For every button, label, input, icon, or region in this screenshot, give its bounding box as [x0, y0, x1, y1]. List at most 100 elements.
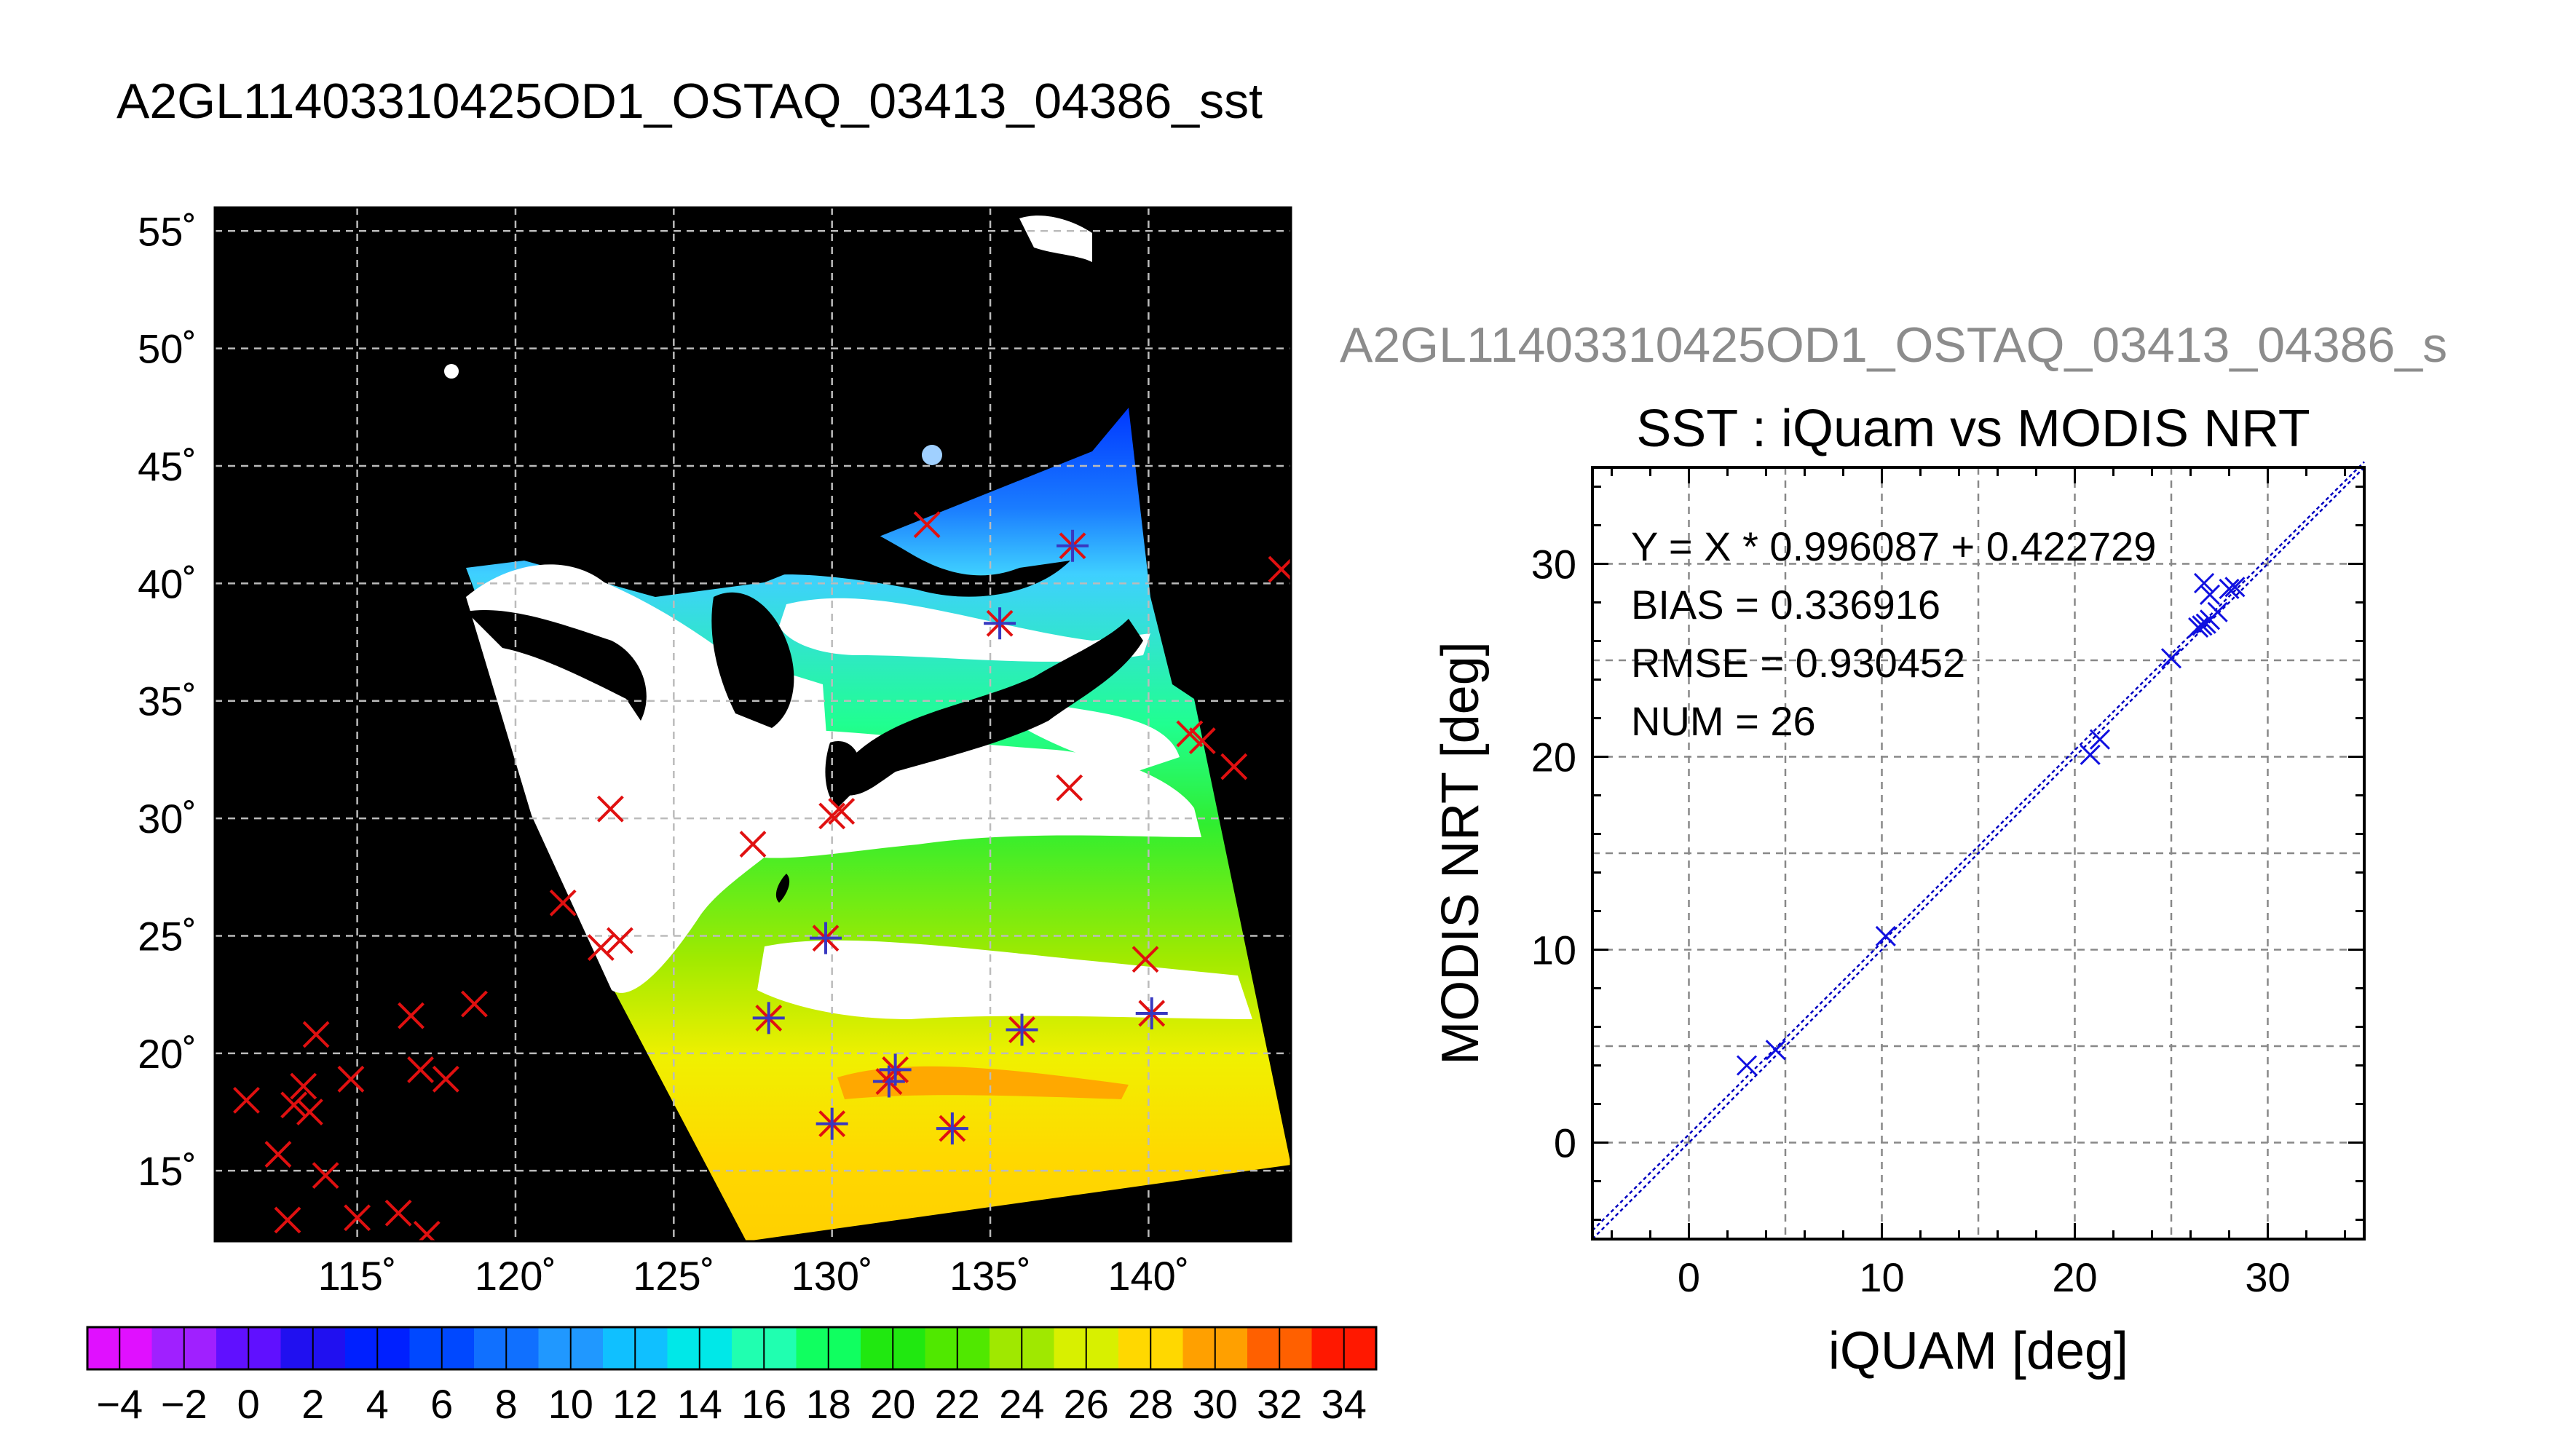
marker-stroke: [432, 1065, 459, 1093]
colorbar-tick-label: 18: [806, 1381, 851, 1427]
marker-stroke: [1765, 1040, 1786, 1061]
land-north: [633, 437, 1070, 597]
colorbar-tick-label: 24: [999, 1381, 1044, 1427]
scatter-point: [2207, 601, 2228, 622]
map-panel: 115˚ 120˚ 125˚ 130˚ 135˚ 140˚ 15˚ 20˚ 25˚ 30˚ 35˚ 4…: [138, 206, 1292, 1299]
marker-stroke: [818, 802, 846, 830]
iquam-marker: [828, 797, 856, 825]
colorbar-tick-label: 16: [741, 1381, 786, 1427]
iquam-marker: [1220, 753, 1248, 780]
iquam-marker: [739, 831, 767, 858]
iquam-marker: [296, 1099, 323, 1125]
iquam-marker: [280, 1091, 308, 1119]
matched-marker: [879, 1053, 912, 1086]
lat-tick-label: 15˚: [138, 1148, 197, 1194]
marker-stroke: [2089, 729, 2111, 750]
matched-marker: [809, 922, 842, 954]
scatter-frame: [1591, 466, 2366, 1241]
iquam-marker: [264, 1141, 292, 1168]
marker-stroke: [296, 1099, 323, 1125]
lat-tick-label: 35˚: [138, 678, 197, 724]
stats-line-3: RMSE = 0.930452: [1631, 640, 1965, 686]
iquam-marker: [413, 1220, 441, 1241]
iquam-marker: [913, 511, 941, 539]
lon-tick-label: 130˚: [791, 1253, 873, 1299]
lat-tick-label: 45˚: [138, 443, 197, 489]
marker-stroke: [2160, 648, 2182, 669]
marker-stroke: [2219, 578, 2240, 600]
marker-stroke: [596, 795, 624, 823]
colorbar-tick-label: 8: [495, 1381, 518, 1427]
scatter-file-title: A2GL11403310425OD1_OSTAQ_03413_04386_s: [1340, 317, 2448, 373]
marker-stroke: [1220, 753, 1248, 780]
iquam-marker: [290, 1072, 317, 1100]
colorbar-tick-label: −2: [161, 1381, 208, 1427]
iquam-marker: [1056, 774, 1083, 802]
marker-stroke: [233, 1086, 260, 1114]
iquam-marker: [337, 1065, 365, 1093]
scatter-panel: 0 10 20 30 0 10 20 30 Y = X * 0.996087 + 0.4227…: [1431, 461, 2366, 1380]
iquam-marker: [274, 1206, 301, 1234]
iquam-marker: [407, 1056, 434, 1083]
marker-stroke: [274, 1206, 301, 1234]
marker-stroke: [1132, 946, 1159, 973]
iquam-marker: [1132, 946, 1159, 973]
cloud-speck-1: [444, 364, 459, 379]
scatter-point: [1875, 925, 1896, 947]
lon-tick-label: 115˚: [318, 1253, 397, 1299]
matched-marker: [1135, 997, 1168, 1029]
stats-line-1: Y = X * 0.996087 + 0.422729: [1631, 523, 2156, 569]
matched-marker: [1057, 529, 1089, 562]
iquam-marker: [302, 1021, 330, 1048]
iquam-marker: [818, 802, 846, 830]
scatter-xlabel: iQUAM [deg]: [1828, 1322, 2128, 1380]
lat-tick-label: 25˚: [138, 913, 197, 959]
y-tick-label: 0: [1554, 1120, 1576, 1166]
marker-stroke: [337, 1065, 365, 1093]
iquam-marker: [384, 1199, 412, 1227]
map-grid: [215, 207, 1291, 1241]
colorbar-tick-label: 20: [870, 1381, 915, 1427]
scatter-ticks: 0 10 20 30 0 10 20 30: [1531, 467, 2364, 1300]
marker-stroke: [2199, 584, 2221, 605]
colorbar-tick-label: −4: [96, 1381, 143, 1427]
marker-stroke: [1736, 1055, 1758, 1076]
identity-line: [1592, 467, 2365, 1240]
colorbar-tick-label: 14: [677, 1381, 722, 1427]
marker-stroke: [461, 990, 488, 1018]
marker-stroke: [1056, 774, 1083, 802]
iquam-marker: [1188, 727, 1216, 755]
marker-stroke: [828, 797, 856, 825]
scatter-point: [2193, 572, 2215, 594]
colorbar-tick-label: 4: [366, 1381, 389, 1427]
marker-stroke: [913, 511, 941, 539]
marker-stroke: [398, 1002, 424, 1029]
colorbar-frame: [86, 1326, 1378, 1371]
y-tick-label: 30: [1531, 542, 1576, 587]
iquam-marker: [432, 1065, 459, 1093]
iquam-marker: [233, 1086, 260, 1114]
y-tick-label: 10: [1531, 927, 1576, 973]
lat-tick-label: 30˚: [138, 796, 197, 842]
iquam-marker: [344, 1204, 371, 1232]
scatter-point: [2219, 578, 2240, 600]
stats-line-4: NUM = 26: [1631, 698, 1816, 744]
marker-stroke: [417, 1220, 441, 1241]
land-ryukyu: [775, 874, 790, 903]
marker-stroke: [2207, 601, 2228, 622]
iquam-marker: [312, 1162, 339, 1190]
matched-marker: [984, 607, 1016, 640]
scatter-ylabel: MODIS NRT [deg]: [1431, 641, 1490, 1065]
iquam-marker: [549, 889, 577, 917]
marker-stroke: [2224, 577, 2246, 598]
lat-tick-label: 20˚: [138, 1031, 197, 1077]
marker-stroke: [1268, 558, 1291, 583]
scatter-point: [1765, 1040, 1786, 1061]
matched-marker: [752, 1002, 785, 1034]
land-china-coast: [466, 610, 647, 721]
matched-marker: [816, 1107, 848, 1140]
marker-stroke: [739, 831, 767, 858]
colorbar-tick-label: 30: [1193, 1381, 1238, 1427]
lon-tick-label: 140˚: [1107, 1253, 1189, 1299]
stats-line-2: BIAS = 0.336916: [1631, 582, 1940, 628]
